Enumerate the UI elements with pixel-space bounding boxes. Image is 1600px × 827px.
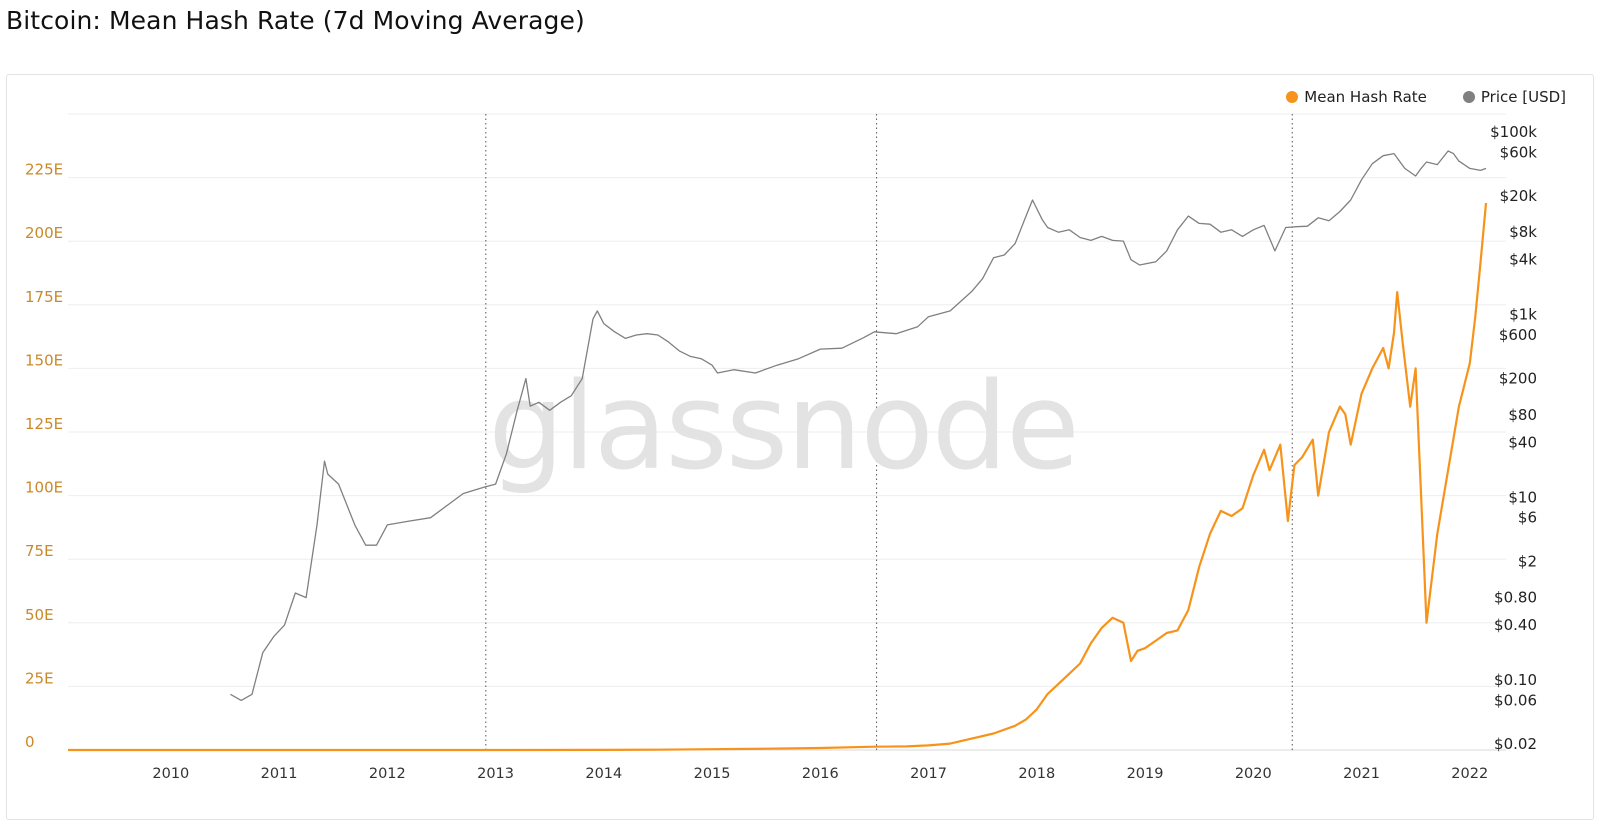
left-axis-tick-label: 175E [25, 288, 63, 306]
right-axis-tick-label: $4k [1509, 251, 1537, 269]
right-axis-tick-label: $0.06 [1494, 691, 1537, 709]
right-axis-tick-label: $20k [1500, 187, 1538, 205]
left-axis: 0 25E 50E 75E 100E 125E 150E 175E 200E 225E [25, 161, 63, 751]
right-axis-tick-label: $1k [1509, 306, 1537, 324]
x-axis-tick-label: 2017 [910, 766, 947, 782]
x-axis: 2010 2011 2012 2013 2014 2015 2016 2017 2018 2019… [152, 766, 1488, 782]
x-axis-tick-label: 2012 [369, 766, 406, 782]
x-axis-tick-label: 2011 [261, 766, 298, 782]
right-axis-tick-label: $80 [1508, 406, 1537, 424]
left-axis-tick-label: 75E [25, 542, 54, 560]
left-axis-tick-label: 150E [25, 351, 63, 369]
right-axis-tick-label: $600 [1499, 326, 1537, 344]
price-line [230, 150, 1487, 702]
x-axis-tick-label: 2018 [1018, 766, 1055, 782]
x-axis-tick-label: 2013 [477, 766, 514, 782]
legend-label-price: Price [USD] [1480, 88, 1566, 106]
left-axis-tick-label: 50E [25, 606, 54, 624]
x-axis-tick-label: 2010 [152, 766, 189, 782]
left-axis-tick-label: 25E [25, 669, 54, 687]
right-axis-tick-label: $0.10 [1494, 671, 1537, 689]
watermark: glassnode [488, 358, 1078, 497]
right-axis-tick-label: $0.80 [1494, 589, 1537, 607]
series-group [68, 150, 1488, 752]
x-axis-tick-label: 2021 [1343, 766, 1380, 782]
right-axis-tick-label: $8k [1509, 223, 1537, 241]
legend-item-price[interactable]: Price [USD] [1462, 88, 1566, 106]
left-axis-tick-label: 225E [25, 161, 63, 179]
chart-panel [6, 74, 1594, 820]
right-axis-tick-label: $10 [1508, 488, 1537, 506]
x-axis-tick-label: 2020 [1235, 766, 1272, 782]
right-axis-tick-label: $40 [1508, 433, 1537, 451]
legend-dot-price [1462, 91, 1475, 103]
left-axis-tick-label: 100E [25, 479, 63, 497]
x-axis-tick-label: 2019 [1127, 766, 1164, 782]
x-axis-tick-label: 2014 [585, 766, 622, 782]
left-axis-tick-label: 200E [25, 224, 63, 242]
right-axis-tick-label: $60k [1500, 143, 1538, 161]
legend-label-hash-rate: Mean Hash Rate [1304, 88, 1427, 106]
right-axis-tick-label: $6 [1518, 509, 1537, 527]
x-axis-tick-label: 2022 [1451, 766, 1488, 782]
right-axis: $0.02 $0.06 $0.10 $0.40 $0.80 $2 $6 $10 $40 $80 $2… [1490, 123, 1537, 753]
right-axis-tick-label: $0.40 [1494, 616, 1537, 634]
right-axis-tick-label: $200 [1499, 370, 1537, 388]
page-title: Bitcoin: Mean Hash Rate (7d Moving Avera… [6, 6, 585, 35]
legend-dot-hash-rate [1286, 91, 1299, 103]
right-axis-tick-label: $100k [1490, 123, 1537, 141]
legend-item-hash-rate[interactable]: Mean Hash Rate [1286, 88, 1427, 106]
chart-legend: Mean Hash Rate Price [USD] [1286, 88, 1566, 106]
x-axis-tick-label: 2015 [694, 766, 731, 782]
left-axis-tick-label: 125E [25, 415, 63, 433]
right-axis-tick-label: $0.02 [1494, 735, 1537, 753]
left-axis-tick-label: 0 [25, 733, 35, 751]
grid-lines [68, 113, 1506, 751]
right-axis-tick-label: $2 [1518, 552, 1537, 570]
hash-rate-line [68, 202, 1488, 752]
x-axis-tick-label: 2016 [802, 766, 839, 782]
